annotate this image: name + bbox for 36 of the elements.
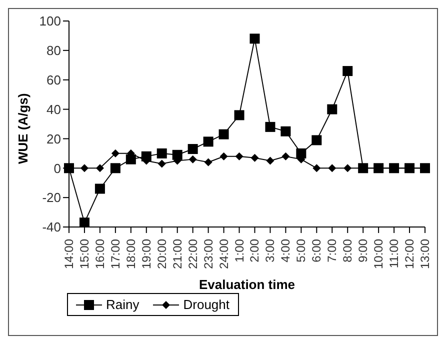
x-tick-label: 6:00: [310, 238, 324, 262]
x-tick-label: 19:00: [139, 238, 154, 270]
x-tick-label: 8:00: [340, 238, 355, 262]
x-axis-title: Evaluation time: [198, 277, 296, 292]
y-tick-label: 0: [54, 160, 61, 176]
legend-label: Rainy: [106, 297, 140, 312]
y-tick-label: 40: [46, 102, 61, 117]
x-tick-label: 2:00: [248, 238, 262, 262]
y-axis-title: WUE (A/gs): [16, 93, 31, 164]
x-tick-label: 10:00: [372, 238, 386, 270]
x-tick-label: 14:00: [62, 238, 76, 270]
x-tick-label: 3:00: [263, 238, 278, 262]
x-tick-label: 5:00: [294, 238, 308, 262]
x-tick-label: 7:00: [325, 238, 340, 262]
x-tick-label: 4:00: [278, 238, 293, 262]
x-tick-label: 15:00: [77, 238, 92, 270]
x-tick-label: 9:00: [356, 238, 370, 262]
y-tick-label: -20: [42, 190, 61, 206]
y-tick-label: 60: [46, 72, 61, 88]
x-tick-label: 17:00: [108, 238, 122, 270]
x-tick-label: 24:00: [216, 238, 231, 270]
x-tick-label: 11:00: [387, 238, 402, 268]
x-tick-label: 1:00: [232, 238, 246, 262]
y-tick-label: 100: [39, 14, 61, 29]
x-tick-label: 20:00: [154, 238, 169, 270]
y-tick-label: 80: [46, 43, 61, 58]
x-tick-label: 22:00: [186, 238, 200, 270]
y-tick-label: 20: [46, 131, 61, 146]
y-tick-label: -40: [42, 220, 61, 235]
x-tick-label: 18:00: [124, 238, 138, 270]
legend-label: Drought: [183, 297, 230, 312]
x-tick-label: 23:00: [201, 238, 216, 270]
x-tick-label: 16:00: [92, 238, 107, 270]
x-tick-label: 21:00: [170, 238, 184, 270]
x-tick-label: 13:00: [418, 238, 432, 270]
x-tick-label: 12:00: [402, 238, 417, 270]
